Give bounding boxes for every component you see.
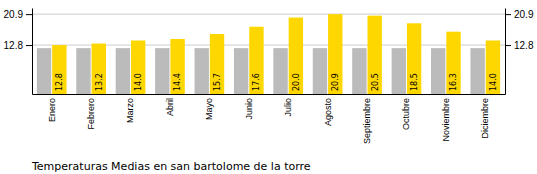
data-label: 20.9 [331, 73, 340, 91]
bars [37, 14, 500, 94]
bar [76, 48, 90, 94]
bar [37, 48, 51, 94]
bar [352, 48, 366, 94]
y-tick-label: 12.8 [4, 40, 24, 51]
x-tick: Enero [47, 94, 57, 122]
y-axis: 12.8 20.9 [4, 9, 33, 95]
bar [249, 27, 263, 94]
bar [92, 44, 106, 94]
x-axis-line [33, 94, 506, 95]
data-label: 16.3 [449, 73, 458, 91]
grid-line [32, 14, 505, 15]
y2-tick: 20.9 [505, 9, 534, 20]
bar [52, 45, 66, 94]
data-label: 14.0 [489, 73, 498, 91]
y2-axis-line [505, 9, 506, 95]
data-label: 12.8 [55, 73, 64, 91]
bar [210, 34, 224, 94]
data-labels: 12.8 13.2 14.0 14.4 15.7 17.6 20.0 20.9 20.5 18.5… [55, 73, 498, 91]
x-axis: Enero Febrero Marzo Abril Mayo Junio Julio Agos… [33, 94, 506, 144]
x-tick: Mayo [204, 94, 214, 120]
data-label: 18.5 [410, 73, 419, 91]
x-tick: Octubre [401, 94, 411, 130]
data-label: 20.0 [292, 73, 301, 91]
x-tick: Noviembre [441, 94, 451, 142]
bar [407, 23, 421, 94]
x-tick-label: Octubre [401, 98, 411, 130]
x-tick: Marzo [125, 94, 135, 123]
x-tick: Agosto [323, 94, 333, 126]
x-tick-label: Diciembre [480, 98, 490, 139]
x-tick-label: Febrero [86, 98, 96, 130]
bar [195, 48, 209, 94]
data-label: 17.6 [252, 73, 261, 91]
x-tick-label: Enero [47, 98, 57, 122]
data-label: 14.4 [173, 73, 182, 91]
data-label: 14.0 [134, 73, 143, 91]
y-tick-mark [26, 14, 32, 15]
y-tick-label: 20.9 [4, 9, 24, 20]
plot: Enero Febrero Marzo Abril Mayo Junio Julio Agos… [4, 9, 534, 145]
y2-tick: 12.8 [505, 40, 534, 51]
bar [289, 18, 303, 94]
bar [486, 40, 500, 94]
x-tick-label: Abril [165, 98, 175, 116]
bar [155, 48, 169, 94]
x-tick: Febrero [86, 94, 96, 130]
bar [170, 39, 184, 94]
y2-axis: 12.8 20.9 [505, 9, 534, 95]
series [52, 14, 500, 94]
x-tick-label: Julio [283, 98, 293, 117]
grid [32, 14, 505, 45]
bar [470, 48, 484, 94]
y-tick: 12.8 [4, 40, 32, 51]
x-tick: Junio [244, 94, 254, 120]
y-tick: 20.9 [4, 9, 32, 20]
data-label: 20.5 [370, 73, 379, 91]
x-tick-label: Agosto [323, 98, 333, 126]
bar [234, 48, 248, 94]
title: Temperaturas Medias en san bartolome de … [31, 160, 311, 173]
x-tick-label: Noviembre [441, 98, 451, 142]
x-tick: Julio [283, 94, 293, 117]
x-tick-label: Septiembre [362, 98, 372, 144]
y2-tick-label: 12.8 [514, 40, 534, 51]
x-tick: Abril [165, 94, 175, 116]
y2-tick-label: 20.9 [514, 9, 534, 20]
x-tick: Septiembre [362, 94, 372, 144]
x-tick-label: Marzo [125, 98, 135, 123]
x-tick: Diciembre [480, 94, 490, 139]
bar [328, 14, 342, 94]
y-axis-line [32, 9, 33, 95]
bar [446, 32, 460, 94]
bar [368, 16, 382, 94]
y2-tick-mark [505, 45, 511, 46]
y2-tick-mark [505, 14, 511, 15]
bar [273, 48, 287, 94]
data-label: 15.7 [213, 73, 222, 91]
y-tick-mark [26, 45, 32, 46]
bar [131, 40, 145, 94]
data-label: 13.2 [95, 73, 104, 91]
bar [392, 48, 406, 94]
bar [313, 48, 327, 94]
x-tick-label: Mayo [204, 98, 214, 120]
bar [116, 48, 130, 94]
x-tick-label: Junio [244, 98, 254, 120]
bar [431, 48, 445, 94]
